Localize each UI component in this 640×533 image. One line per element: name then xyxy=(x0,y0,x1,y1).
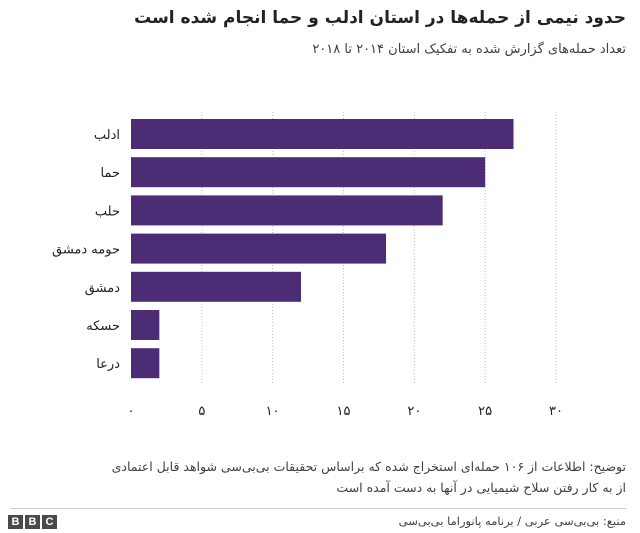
footnote-line-1: توضیح: اطلاعات از ۱۰۶ حمله‌ای استخراج شد… xyxy=(111,459,626,474)
footnote: توضیح: اطلاعات از ۱۰۶ حمله‌ای استخراج شد… xyxy=(26,456,626,498)
category-label: ادلب xyxy=(94,128,120,143)
category-label: درعا xyxy=(96,357,120,372)
category-label: حومه دمشق xyxy=(52,243,120,258)
x-tick-label: ۵ xyxy=(198,404,205,419)
bar xyxy=(131,310,160,340)
x-tick-label: ۱۵ xyxy=(337,404,351,419)
bar xyxy=(131,119,514,149)
x-tick-label: ۲۰ xyxy=(407,404,421,419)
category-label: حلب xyxy=(95,204,120,219)
source-credit: منبع: بی‌بی‌سی عربی / برنامه پانوراما بی… xyxy=(398,514,626,528)
x-tick-label: ۰ xyxy=(128,404,135,419)
chart-subtitle: تعداد حمله‌های گزارش شده به تفکیک استان … xyxy=(312,42,626,57)
bars xyxy=(131,119,514,379)
bbc-logo-letter-b1: B xyxy=(8,515,23,529)
category-label: دمشق xyxy=(85,281,120,296)
bbc-logo: B B C xyxy=(8,515,57,529)
category-label: حما xyxy=(100,166,120,181)
bbc-logo-letter-b2: B xyxy=(25,515,40,529)
x-tick-label: ۱۰ xyxy=(266,404,280,419)
bar xyxy=(131,348,160,379)
bar xyxy=(131,195,443,226)
bar-chart: ادلب حما حلب حومه دمشق دمشق حسکه درعا ۰ ۵ ۱۰ ۱۵ ۲۰… xyxy=(52,112,563,419)
bar xyxy=(131,157,486,188)
category-labels: ادلب حما حلب حومه دمشق دمشق حسکه درعا xyxy=(52,128,120,372)
x-tick-label: ۳۰ xyxy=(549,404,563,419)
bbc-logo-letter-c: C xyxy=(42,515,57,529)
footnote-line-2: از به کار رفتن سلاح شیمیایی در آنها به د… xyxy=(336,480,626,495)
category-label: حسکه xyxy=(86,319,120,334)
chart-title: حدود نیمی از حمله‌ها در استان ادلب و حما… xyxy=(134,8,626,28)
bar xyxy=(131,271,301,302)
x-tick-label: ۲۵ xyxy=(478,404,492,419)
footer-divider xyxy=(10,508,626,509)
bar xyxy=(131,233,386,264)
x-tick-labels: ۰ ۵ ۱۰ ۱۵ ۲۰ ۲۵ ۳۰ xyxy=(128,404,563,419)
